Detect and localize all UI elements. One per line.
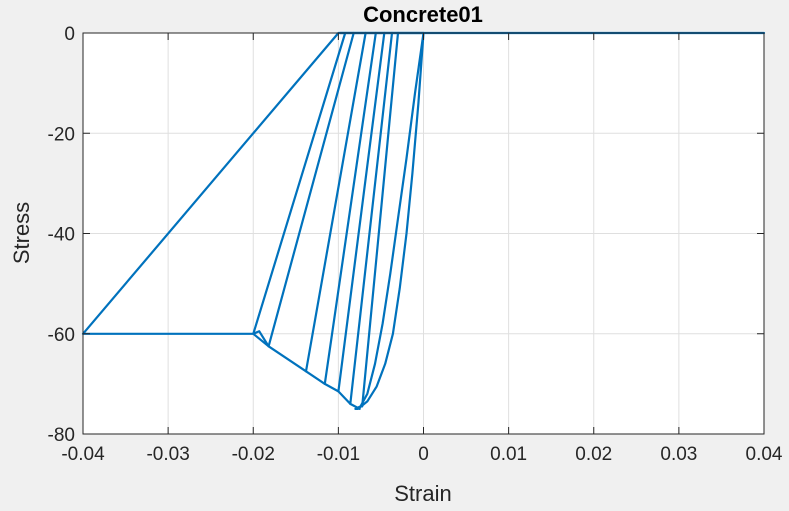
x-tick-label: 0.01 [490, 444, 527, 465]
x-tick-labels: -0.04 -0.03 -0.02 -0.01 0 0.01 0.02 0.03 0.04 [61, 444, 783, 465]
y-tick-labels: -80 -60 -40 -20 0 [48, 24, 75, 446]
series-line-0 [354, 31, 766, 410]
x-tick-label: 0.02 [575, 444, 612, 465]
x-tick-label: 0.04 [746, 444, 783, 465]
x-axis-label: Strain [394, 481, 451, 506]
x-tick-label: -0.01 [317, 444, 360, 465]
y-tick-label: -20 [48, 124, 75, 145]
y-tick-label: 0 [64, 24, 75, 45]
y-axis-label: Stress [9, 202, 34, 264]
x-tick-label: 0 [418, 444, 429, 465]
y-tick-label: -60 [48, 325, 75, 346]
x-tick-label: -0.02 [232, 444, 275, 465]
x-tick-label: 0.03 [660, 444, 697, 465]
y-tick-label: -80 [48, 425, 75, 446]
y-tick-label: -40 [48, 225, 75, 246]
x-tick-label: -0.04 [61, 444, 105, 465]
series-line-1 [361, 31, 400, 408]
axis-ticks [82, 32, 765, 435]
chart-title: Concrete01 [363, 2, 483, 27]
x-tick-label: -0.03 [146, 444, 189, 465]
